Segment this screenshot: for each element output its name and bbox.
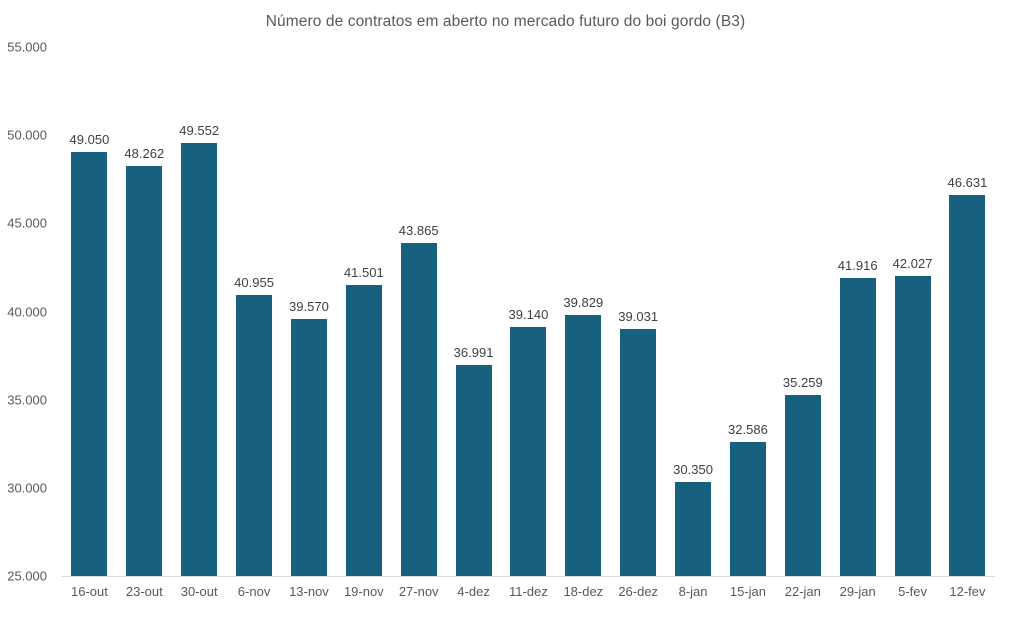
bar-group: 42.027: [885, 47, 940, 576]
bar: [181, 143, 218, 576]
bar-group: 49.050: [62, 47, 117, 576]
bar-value-label: 41.916: [837, 257, 878, 273]
x-tick-label: 8-jan: [678, 584, 708, 599]
x-tick-label: 27-nov: [398, 584, 439, 599]
x-tick-label: 16-out: [71, 584, 108, 599]
bar-group: 30.350: [666, 47, 721, 576]
x-tick-label: 15-jan: [729, 584, 766, 599]
x-tick-label: 29-jan: [839, 584, 876, 599]
bar: [729, 442, 766, 576]
bar: [894, 275, 931, 576]
bar-value-label: 32.586: [728, 422, 768, 438]
bar-group: 39.140: [501, 47, 556, 576]
bar-value-label: 46.631: [947, 174, 988, 190]
bar-value-label: 43.865: [398, 223, 439, 239]
bar-value-label: 39.140: [508, 306, 549, 322]
y-tick-label: 30.000: [7, 480, 47, 496]
bar-value-label: 30.350: [673, 461, 713, 477]
x-tick-label: 19-nov: [343, 584, 384, 599]
bar: [290, 319, 327, 576]
bar-group: 35.259: [775, 47, 830, 576]
bar: [565, 314, 602, 576]
bar-group: 41.501: [336, 47, 391, 576]
y-tick-label: 45.000: [7, 215, 47, 231]
bar-value-label: 42.027: [892, 255, 933, 271]
bar: [839, 277, 876, 576]
y-tick-label: 40.000: [7, 304, 47, 319]
y-tick-label: 35.000: [7, 392, 47, 408]
bar-group: 49.552: [172, 47, 227, 576]
bar-value-label: 40.955: [234, 274, 274, 290]
bar: [400, 243, 437, 576]
y-tick-label: 55.000: [7, 39, 47, 55]
bar: [510, 326, 547, 576]
bar-group: 43.865: [391, 47, 446, 576]
x-tick-label: 18-dez: [563, 584, 604, 599]
bar: [675, 481, 712, 576]
bar-group: 41.916: [830, 47, 885, 576]
bar-group: 36.991: [446, 47, 501, 576]
x-tick-label: 13-nov: [289, 584, 329, 599]
bar: [620, 328, 657, 576]
bar-value-label: 39.829: [563, 294, 604, 310]
bar: [236, 294, 273, 576]
x-tick-label: 12-fev: [949, 584, 986, 599]
bar-group: 48.262: [117, 47, 172, 576]
bar: [126, 165, 163, 576]
bar: [455, 364, 492, 576]
bar-group: 40.955: [227, 47, 282, 576]
bar-group: 39.031: [611, 47, 666, 576]
x-tick-label: 30-out: [180, 584, 218, 599]
y-tick-label: 50.000: [7, 127, 47, 143]
x-tick-label: 26-dez: [618, 584, 659, 599]
plot-area: 49.050 48.262 49.552 40.955 39.570 41.501 43.8…: [62, 47, 995, 577]
y-axis: 55.000 50.000 45.000 40.000 35.000 30.000 25.0…: [0, 40, 47, 584]
bar-value-label: 39.031: [618, 308, 659, 324]
bar-group: 39.570: [282, 47, 337, 576]
x-axis: 16-out 23-out 30-out 6-nov 13-nov 19-nov 27-no…: [62, 584, 995, 599]
x-tick-label: 4-dez: [457, 584, 490, 599]
bar: [784, 395, 821, 576]
bar-group: 32.586: [721, 47, 776, 576]
bar-group: 46.631: [940, 47, 995, 576]
x-tick-label: 5-fev: [898, 584, 928, 599]
bar-value-label: 35.259: [782, 375, 823, 391]
x-tick-label: 6-nov: [237, 584, 271, 599]
x-tick-label: 11-dez: [509, 584, 548, 599]
chart-title: Número de contratos em aberto no mercado…: [265, 13, 746, 30]
bar: [71, 151, 108, 576]
bar: [345, 285, 382, 576]
bar: [949, 194, 986, 576]
bar-value-label: 36.991: [453, 344, 494, 360]
bar-value-label: 48.262: [124, 145, 165, 161]
bar-value-label: 49.552: [179, 123, 220, 139]
x-tick-label: 23-out: [125, 584, 163, 599]
x-tick-label: 22-jan: [784, 584, 821, 599]
bar-value-label: 41.501: [343, 265, 384, 281]
bar-value-label: 39.570: [289, 299, 329, 315]
bar-group: 39.829: [556, 47, 611, 576]
y-tick-label: 25.000: [7, 568, 47, 584]
bar-value-label: 49.050: [69, 131, 110, 147]
